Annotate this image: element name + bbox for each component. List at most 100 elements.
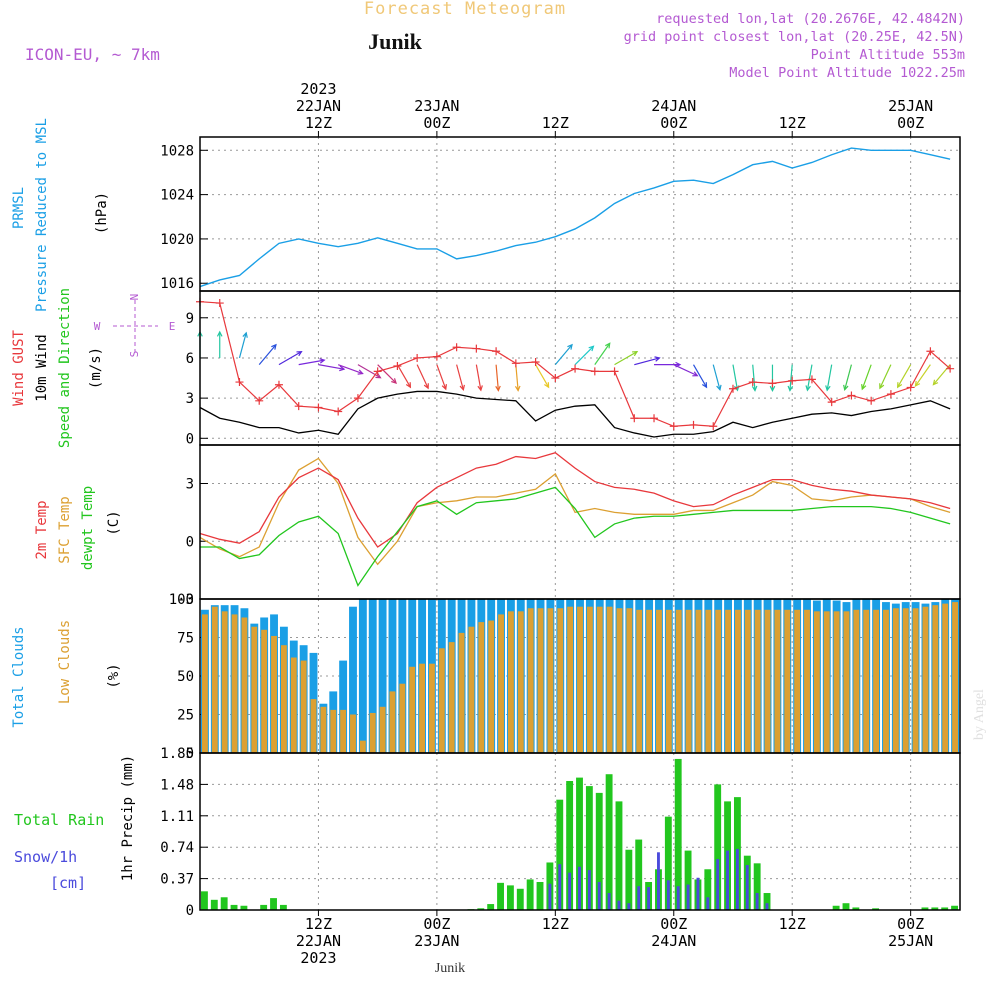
- snow-bar: [637, 886, 641, 910]
- snow-bar: [686, 884, 690, 910]
- wind-arrow-head: [405, 382, 412, 389]
- clouds-tick-label: 50: [177, 669, 194, 685]
- wind-arrow-head: [751, 385, 758, 392]
- low-clouds-bar: [251, 626, 258, 753]
- wind-gust-point: [472, 344, 481, 353]
- temp-label: 2m Temp: [34, 500, 50, 559]
- wind-direction-arrow: [932, 364, 951, 385]
- snow-bar: [745, 865, 749, 910]
- wind-gust-point: [867, 396, 876, 405]
- low-clouds-bar: [665, 609, 672, 753]
- wind-direction-arrow: [914, 364, 931, 387]
- wind-arrow-head: [271, 343, 277, 350]
- station-name: Junik: [368, 29, 423, 54]
- precip-unit: 1hr Precip (mm): [120, 755, 136, 881]
- wind-gust-point: [215, 299, 224, 308]
- low-clouds-bar: [547, 608, 554, 753]
- precip-tick-label: 0.74: [160, 840, 194, 856]
- wind-arrow-head: [495, 385, 501, 392]
- wind-arrow-head: [319, 358, 326, 364]
- wind-direction-arrow: [515, 364, 519, 391]
- wind-arrow-head: [391, 378, 397, 384]
- bottom-time-label: 2023: [300, 949, 336, 967]
- wind-gust-point: [314, 403, 323, 412]
- wind-arrow-head: [357, 369, 364, 375]
- wind-gust-point: [650, 414, 659, 423]
- low-clouds-bar: [350, 714, 356, 753]
- top-time-label: 25JAN: [888, 97, 933, 115]
- bottom-time-label: 23JAN: [414, 932, 459, 950]
- top-time-label: 22JAN: [296, 97, 341, 115]
- low-clouds-bar: [626, 608, 633, 753]
- snow-bar: [666, 880, 670, 910]
- low-clouds-bar: [833, 611, 840, 753]
- low-clouds-bar: [221, 611, 228, 753]
- low-clouds-bar: [241, 617, 248, 753]
- requested-coords: requested lon,lat (20.2676E, 42.4842N): [656, 11, 965, 27]
- low-clouds-bar: [932, 605, 939, 753]
- low-clouds-bar: [764, 609, 771, 753]
- low-clouds-bar: [754, 609, 761, 753]
- rain-bar: [852, 907, 860, 910]
- wind-gust-point: [294, 402, 303, 411]
- wind-gust-point: [886, 390, 895, 399]
- wind-arrow-head: [339, 365, 346, 372]
- temp-tick-label: -3: [177, 592, 194, 608]
- pressure-label-1: PRMSL: [11, 187, 27, 229]
- low-clouds-bar: [616, 608, 623, 753]
- low-clouds-bar: [280, 645, 287, 753]
- wind-direction-arrow: [789, 364, 793, 391]
- wind-gust-point: [689, 420, 698, 429]
- rain-label: Total Rain: [14, 811, 104, 829]
- bottom-time-label: 12Z: [305, 915, 332, 933]
- rain-bar: [536, 881, 544, 910]
- wind-gust-point: [926, 347, 935, 356]
- wind-direction-arrow: [475, 364, 482, 391]
- rain-bar: [506, 885, 514, 910]
- wind-gust-point: [768, 379, 777, 388]
- rain-bar: [605, 774, 613, 910]
- clouds-unit: (%): [106, 663, 122, 688]
- wind-arrow-head: [588, 345, 595, 352]
- rain-bar: [595, 792, 603, 910]
- top-time-label: 00Z: [897, 114, 924, 132]
- wind-arrow-head: [701, 382, 708, 389]
- low-clouds-bar: [409, 666, 416, 753]
- rain-bar: [714, 784, 722, 910]
- wind-dir-label: Speed and Direction: [57, 288, 73, 448]
- rain-bar: [230, 904, 238, 910]
- temp-unit: (C): [106, 510, 122, 535]
- wind-gust-point: [255, 396, 264, 405]
- wind-panel-frame: [199, 290, 961, 446]
- total-clouds-bar: [349, 606, 357, 753]
- temp-dewpt-line: [200, 486, 951, 587]
- total-clouds-bar: [358, 599, 367, 753]
- top-time-label: 12Z: [542, 114, 569, 132]
- snow-bar: [755, 893, 759, 910]
- model-name: ICON-EU, ~ 7km: [25, 45, 160, 64]
- temp-tick-label: 0: [186, 534, 194, 550]
- low-clouds-bar: [488, 620, 495, 753]
- precip-tick-label: 1.85: [160, 746, 194, 762]
- rain-bar: [753, 863, 761, 910]
- wind-direction-arrow: [258, 344, 277, 366]
- wind-direction-arrow: [826, 364, 833, 391]
- low-clouds-bar: [202, 614, 208, 753]
- top-time-label: 2023: [300, 80, 336, 98]
- wind-gust-label: Wind GUST: [11, 330, 27, 406]
- wind-arrow-head: [769, 385, 776, 392]
- low-clouds-bar: [863, 609, 870, 753]
- wind-arrow-head: [544, 382, 550, 389]
- wind-direction-arrow: [238, 332, 247, 359]
- snow-bar: [657, 852, 660, 910]
- wind-direction-arrow: [416, 364, 429, 389]
- total-clouds-bar: [368, 599, 377, 753]
- wind-direction-arrow: [337, 364, 363, 375]
- rain-bar: [585, 786, 593, 910]
- wind-arrow-head: [423, 383, 429, 390]
- wind-gust-point: [669, 422, 678, 431]
- clouds-tick-label: 25: [177, 708, 194, 724]
- low-clouds-bar: [586, 606, 593, 753]
- bottom-time-label: 12Z: [779, 915, 806, 933]
